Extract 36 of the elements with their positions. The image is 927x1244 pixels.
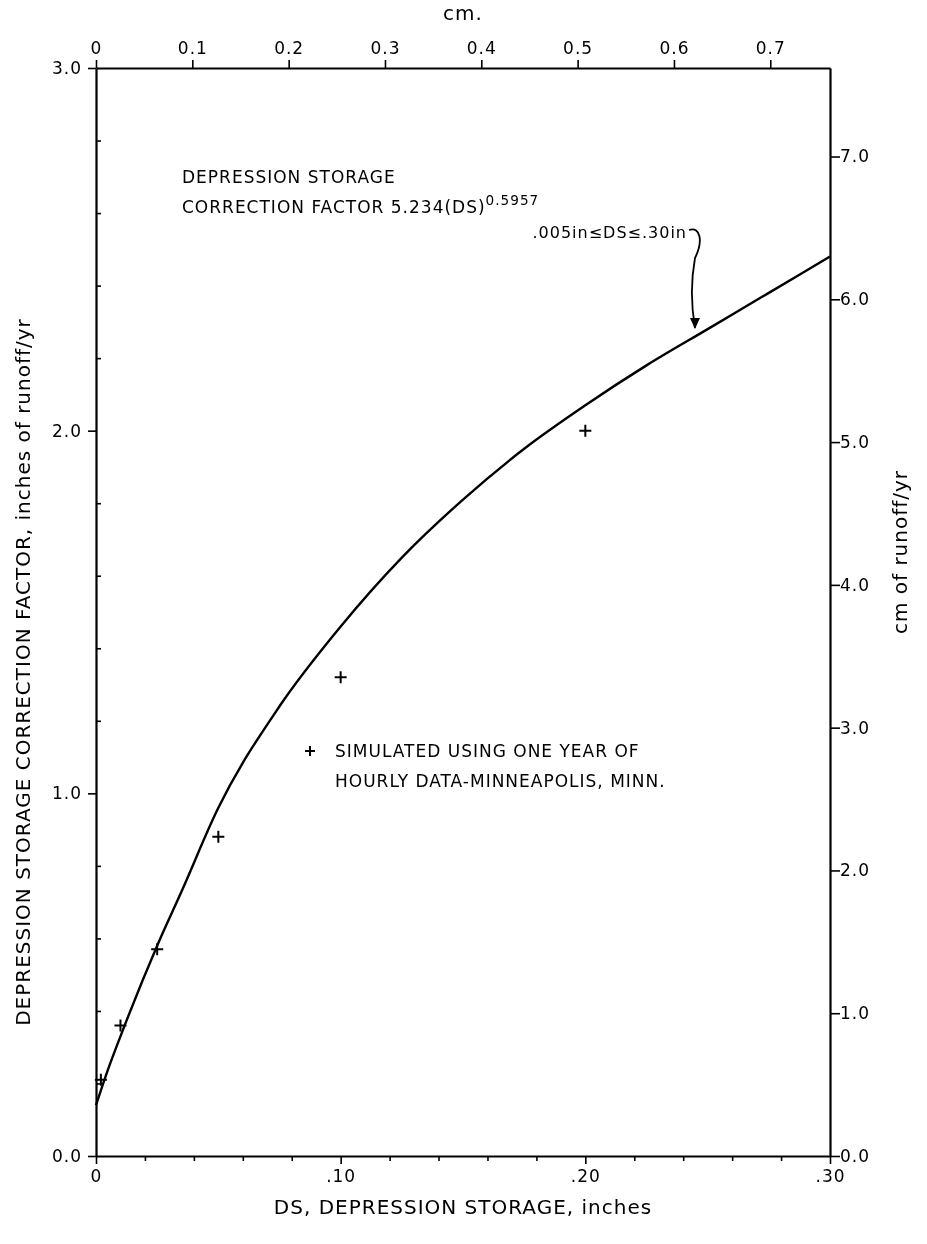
y-tick-label: 1.0	[51, 783, 82, 804]
annotation: .005in≤DS≤.30in	[532, 223, 687, 242]
y-axis-title: DEPRESSION STORAGE CORRECTION FACTOR, inches of runoff/yr	[11, 318, 35, 1026]
x2-tick-label: 0.4	[466, 38, 497, 58]
legend-label: SIMULATED USING ONE YEAR OF HOURLY DATA-MINNEAPOLIS, MINN.	[335, 741, 666, 791]
point	[150, 942, 165, 957]
y2-tick-label: 2.0	[840, 860, 871, 881]
x2-tick-label: 0	[90, 38, 103, 58]
x2-tick-label: 0.7	[755, 38, 786, 58]
x-tick-label: 0	[90, 1166, 103, 1187]
y2-tick-label: 6.0	[840, 289, 871, 310]
x2-tick-label: 0.3	[370, 38, 401, 58]
y2-tick-label: 4.0	[840, 574, 871, 595]
x-tick-label: .30	[815, 1166, 846, 1187]
x2-axis-title: cm.	[443, 1, 483, 25]
x-axis-title: DS, DEPRESSION STORAGE, inches	[273, 1195, 653, 1219]
y-tick-label: 3.0	[51, 57, 82, 78]
point	[93, 1072, 108, 1087]
y2-tick-label: 0.0	[840, 1145, 871, 1166]
y-tick-label: 2.0	[51, 420, 82, 441]
x-tick-label: .20	[570, 1166, 601, 1187]
y-tick-label: 0.0	[51, 1145, 82, 1166]
point	[333, 670, 348, 685]
x2-tick-label: 0.5	[563, 38, 594, 58]
y2-axis-title: cm of runoff/yr	[888, 469, 912, 635]
x-tick-label: .10	[326, 1166, 357, 1187]
point	[211, 829, 226, 844]
y2-tick-label: 7.0	[840, 146, 871, 167]
point	[578, 423, 593, 438]
annotation: DEPRESSION STORAGE CORRECTION FACTOR 5.234(DS)$^{0.5957}$	[182, 167, 540, 217]
x2-tick-label: 0.1	[177, 38, 208, 58]
y2-tick-label: 3.0	[840, 717, 871, 738]
x2-tick-label: 0.2	[274, 38, 305, 58]
x2-tick-label: 0.6	[659, 38, 690, 58]
y2-tick-label: 1.0	[840, 1003, 871, 1024]
y2-tick-label: 5.0	[840, 432, 871, 453]
